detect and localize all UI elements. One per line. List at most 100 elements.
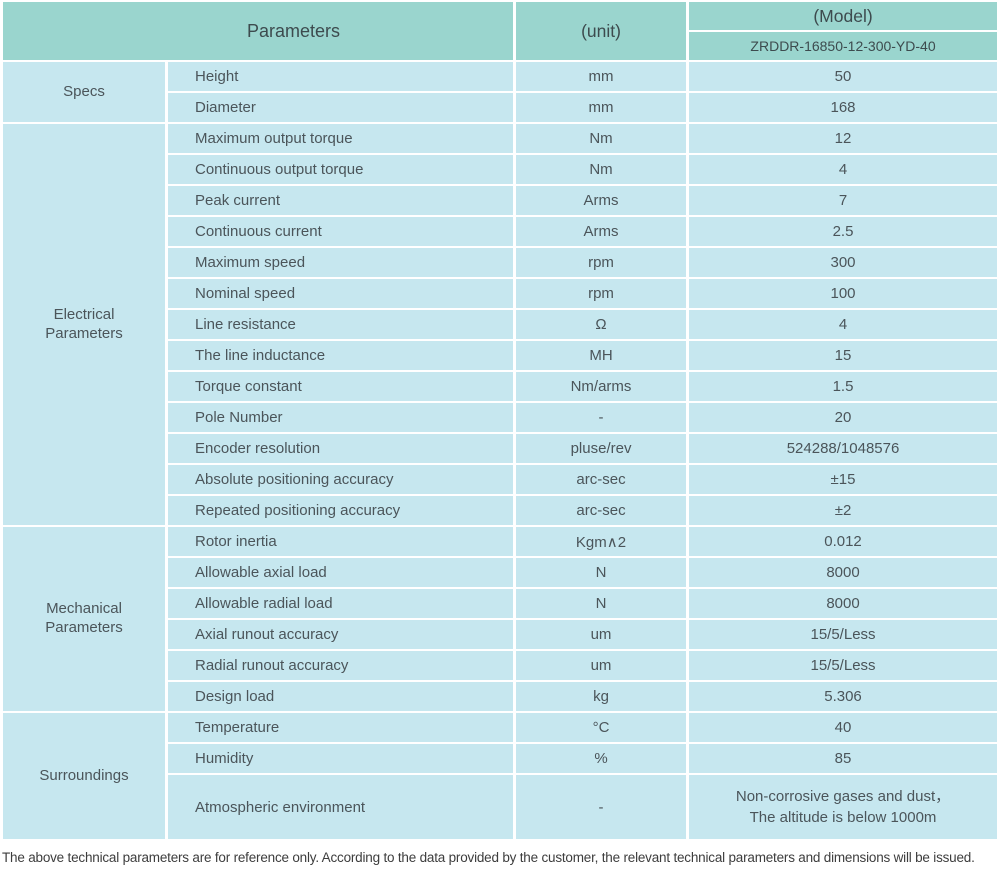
parameter-value: ±2: [689, 496, 998, 525]
parameter-unit: Nm/arms: [516, 372, 687, 401]
parameter-unit: Ω: [516, 310, 687, 339]
table-row: Diameter mm 168: [3, 93, 998, 122]
parameter-name: Design load: [168, 682, 514, 711]
parameters-column-header: Parameters: [3, 2, 514, 60]
parameter-value: 8000: [689, 558, 998, 587]
table-header: Parameters (unit) (Model) ZRDDR-16850-12…: [3, 2, 998, 60]
parameter-name: Axial runout accuracy: [168, 620, 514, 649]
parameter-value: 50: [689, 62, 998, 91]
parameter-unit: %: [516, 744, 687, 773]
parameter-unit: Arms: [516, 186, 687, 215]
section-label: Specs: [3, 62, 165, 122]
parameter-value: 1.5: [689, 372, 998, 401]
parameter-name: Diameter: [168, 93, 514, 122]
parameter-unit: rpm: [516, 248, 687, 277]
table-body: Specs Height mm 50 Diameter mm 168 Electrical P…: [3, 62, 998, 839]
parameter-value: 85: [689, 744, 998, 773]
header-row-2: ZRDDR-16850-12-300-YD-40: [3, 32, 998, 60]
table-row: Nominal speed rpm 100: [3, 279, 998, 308]
parameter-value: 168: [689, 93, 998, 122]
parameter-value: 4: [689, 310, 998, 339]
parameter-name: The line inductance: [168, 341, 514, 370]
parameter-name: Repeated positioning accuracy: [168, 496, 514, 525]
table-row: Humidity% 85: [3, 744, 998, 773]
table-row: Maximum speed rpm 300: [3, 248, 998, 277]
parameter-name: Torque constant: [168, 372, 514, 401]
parameter-value: 40: [689, 713, 998, 742]
table-row: Continuous output torque Nm 4: [3, 155, 998, 184]
table-row: Continuous current Arms 2.5: [3, 217, 998, 246]
section-label: Electrical Parameters: [3, 124, 165, 525]
section-label: Surroundings: [3, 713, 165, 839]
parameter-unit: arc-sec: [516, 496, 687, 525]
parameter-unit: -: [516, 403, 687, 432]
unit-column-header: (unit): [516, 2, 687, 60]
parameter-unit: kg: [516, 682, 687, 711]
parameter-value: 15/5/Less: [689, 651, 998, 680]
parameter-unit: N: [516, 589, 687, 618]
table-row: Axial runout accuracy um 15/5/Less: [3, 620, 998, 649]
parameter-unit: MH: [516, 341, 687, 370]
table-row: Atmospheric environment - Non-corrosive ga…: [3, 775, 998, 839]
parameter-unit: um: [516, 620, 687, 649]
parameter-value: 100: [689, 279, 998, 308]
parameter-value: 15: [689, 341, 998, 370]
parameters-table: Parameters (unit) (Model) ZRDDR-16850-12…: [3, 2, 998, 839]
table-row: Allowable axial load N 8000: [3, 558, 998, 587]
parameter-value: 20: [689, 403, 998, 432]
parameter-name: Allowable radial load: [168, 589, 514, 618]
parameter-unit: Nm: [516, 124, 687, 153]
parameter-name: Encoder resolution: [168, 434, 514, 463]
table-row: Repeated positioning accuracy arc-sec ±2: [3, 496, 998, 525]
parameter-unit: rpm: [516, 279, 687, 308]
table-row: Allowable radial load N 8000: [3, 589, 998, 618]
parameter-name: Rotor inertia: [168, 527, 514, 556]
parameter-unit: Arms: [516, 217, 687, 246]
parameter-unit: °C: [516, 713, 687, 742]
section-label: Mechanical Parameters: [3, 527, 165, 711]
header-row-1: Parameters (unit) (Model): [3, 2, 998, 60]
parameter-name: Temperature: [168, 713, 514, 742]
parameter-name: Continuous current: [168, 217, 514, 246]
parameter-value: 0.012: [689, 527, 998, 556]
parameter-value: 15/5/Less: [689, 620, 998, 649]
parameter-value: 8000: [689, 589, 998, 618]
footer-note: The above technical parameters are for r…: [2, 850, 975, 865]
parameter-value: 12: [689, 124, 998, 153]
table-row: Surroundings Temperature °C 40: [3, 713, 998, 839]
table-row: Mechanical Parameters Rotor inertia Kgm∧2 0…: [3, 527, 998, 711]
parameter-unit: mm: [516, 62, 687, 91]
table-row: Electrical Parameters Maximum output torq…: [3, 124, 998, 525]
parameter-name: Allowable axial load: [168, 558, 514, 587]
parameter-name: Maximum output torque: [168, 124, 514, 153]
table-row: Encoder resolution pluse/rev 524288/104857…: [3, 434, 998, 463]
parameter-name: Height: [168, 62, 514, 91]
parameter-name: Humidity: [168, 744, 514, 773]
table-row: Line resistance Ω 4: [3, 310, 998, 339]
parameter-name: Atmospheric environment: [168, 775, 514, 839]
table-row: Radial runout accuracy um 15/5/Less: [3, 651, 998, 680]
parameter-name: Line resistance: [168, 310, 514, 339]
parameter-name: Peak current: [168, 186, 514, 215]
parameter-unit: Kgm∧2: [516, 527, 687, 556]
table-row: Torque constant Nm/arms 1.5: [3, 372, 998, 401]
parameter-name: Continuous output torque: [168, 155, 514, 184]
table-row: Pole Number -20: [3, 403, 998, 432]
parameter-unit: -: [516, 775, 687, 839]
model-column-header: (Model): [689, 2, 998, 30]
table-row: The line inductance MH 15: [3, 341, 998, 370]
parameter-unit: arc-sec: [516, 465, 687, 494]
parameter-unit: mm: [516, 93, 687, 122]
parameter-value: 2.5: [689, 217, 998, 246]
parameter-value: 524288/1048576: [689, 434, 998, 463]
parameter-value: ±15: [689, 465, 998, 494]
parameter-value: 7: [689, 186, 998, 215]
table-row: Specs Height mm 50: [3, 62, 998, 122]
parameter-value: 5.306: [689, 682, 998, 711]
parameter-unit: Nm: [516, 155, 687, 184]
parameter-unit: N: [516, 558, 687, 587]
parameter-value: Non-corrosive gases and dust， The altitu…: [689, 775, 998, 839]
parameter-name: Nominal speed: [168, 279, 514, 308]
parameter-unit: pluse/rev: [516, 434, 687, 463]
